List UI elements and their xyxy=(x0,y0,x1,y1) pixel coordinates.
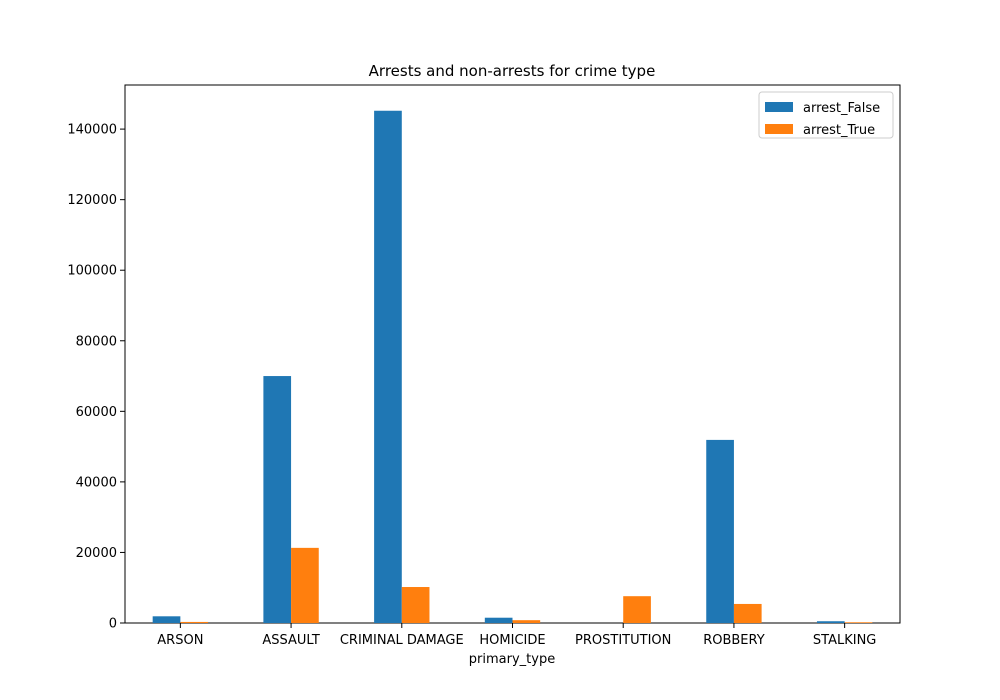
x-tick-label: STALKING xyxy=(813,633,876,648)
legend-label-arrest_False: arrest_False xyxy=(803,101,880,116)
y-tick-label: 60000 xyxy=(76,405,117,420)
x-tick-label: ASSAULT xyxy=(262,633,319,648)
legend-label-arrest_True: arrest_True xyxy=(803,123,875,138)
y-tick-label: 120000 xyxy=(67,193,117,208)
bars xyxy=(152,110,873,623)
legend-swatch-arrest_True xyxy=(765,124,793,134)
legend: arrest_False arrest_True xyxy=(758,91,894,139)
x-tick-label: CRIMINAL DAMAGE xyxy=(340,633,464,648)
legend-swatch-arrest_False xyxy=(765,102,793,112)
bar-arrest_False-arson xyxy=(152,616,181,623)
y-tick-label: 0 xyxy=(109,617,117,632)
bar-arrest_False-homicide xyxy=(484,617,513,623)
bar-arrest_False-assault xyxy=(263,376,292,623)
y-tick-label: 100000 xyxy=(67,264,117,279)
bar-arrest_True-criminal-damage xyxy=(401,587,430,623)
x-tick-label: PROSTITUTION xyxy=(575,633,671,648)
x-tick-label: ARSON xyxy=(157,633,203,648)
bar-arrest_True-robbery xyxy=(733,603,762,623)
bar-arrest_False-criminal-damage xyxy=(374,110,402,623)
bar-arrest_True-stalking xyxy=(844,622,873,623)
bar-arrest_False-robbery xyxy=(706,439,734,623)
x-tick-label: HOMICIDE xyxy=(479,633,545,648)
y-axis: 0 20000 40000 60000 80000 100000 120000 140000 xyxy=(67,123,125,632)
y-tick-label: 140000 xyxy=(67,123,117,138)
x-axis-label: primary_type xyxy=(469,652,555,667)
bar-arrest_True-prostitution xyxy=(623,596,651,623)
y-tick-label: 80000 xyxy=(76,334,117,349)
bar-arrest_True-arson xyxy=(180,621,209,623)
y-tick-label: 20000 xyxy=(76,546,117,561)
bar-arrest_False-stalking xyxy=(816,621,845,623)
x-tick-label: ROBBERY xyxy=(703,633,765,648)
y-tick-label: 40000 xyxy=(76,475,117,490)
bar-arrest_True-homicide xyxy=(512,620,541,623)
x-axis: ARSON ASSAULT CRIMINAL DAMAGE HOMICIDE PROST… xyxy=(157,623,876,648)
chart-title: Arrests and non-arrests for crime type xyxy=(369,62,656,80)
bar-arrest_True-assault xyxy=(291,547,319,623)
